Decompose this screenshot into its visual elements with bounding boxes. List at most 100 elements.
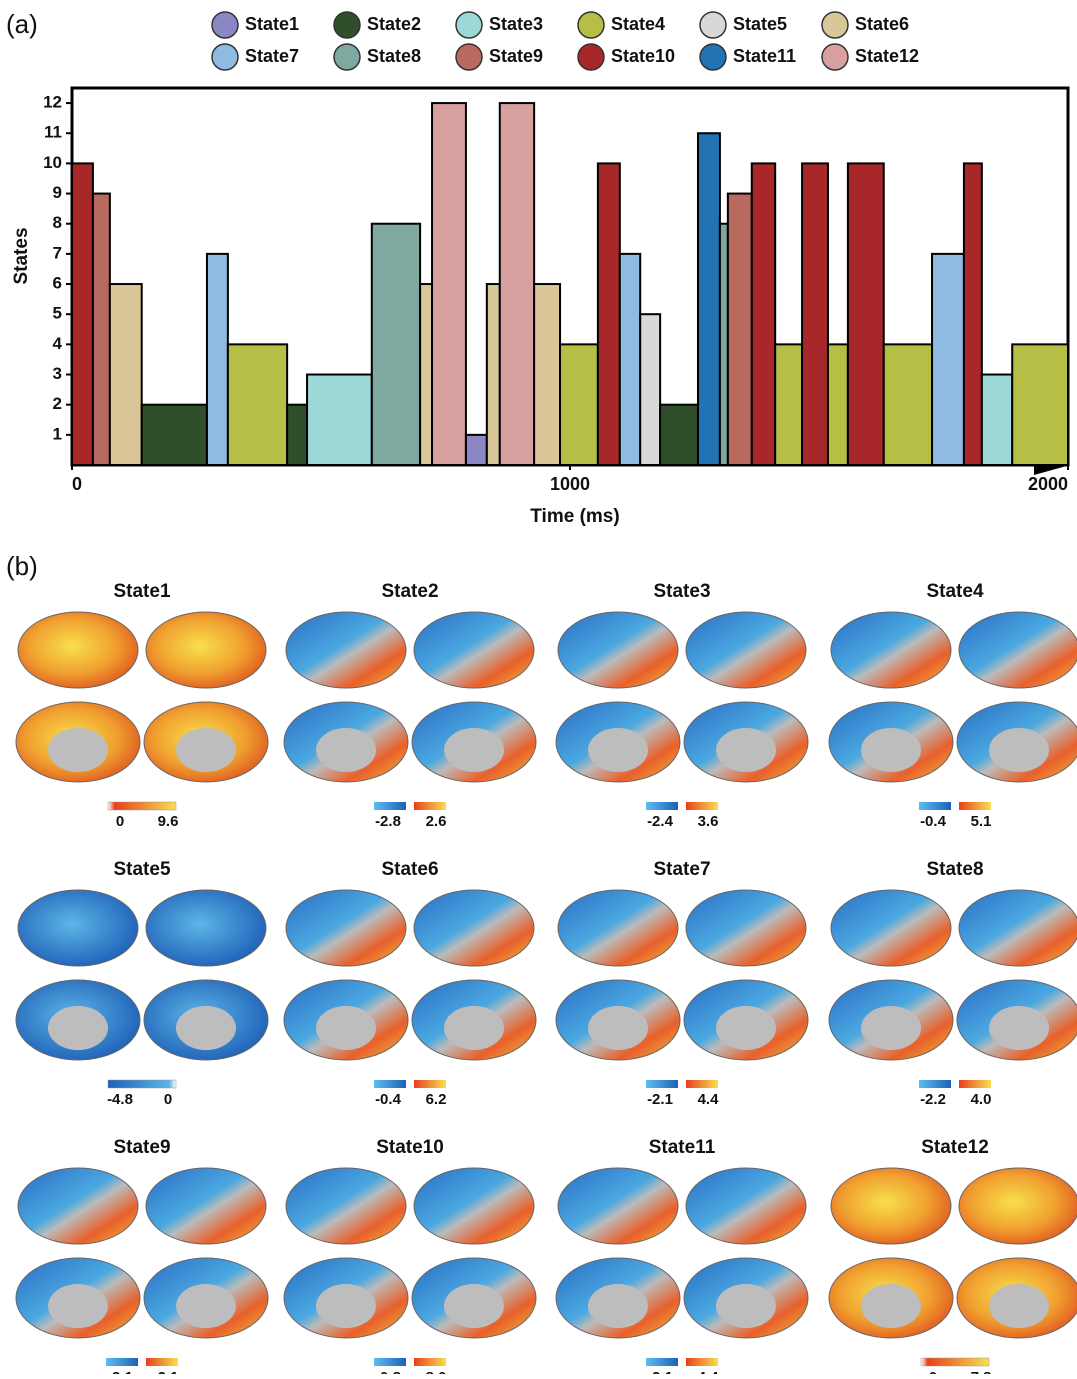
state-segment <box>287 405 307 465</box>
colorbar-label: -0.4 <box>375 1091 402 1108</box>
y-tick-label: 3 <box>53 364 62 383</box>
brain-lateral <box>414 890 534 966</box>
brain-lateral <box>286 1168 406 1244</box>
brain-lateral <box>18 612 138 688</box>
legend-swatch <box>212 12 238 38</box>
legend-label: State1 <box>245 14 299 34</box>
colorbar-label: 5.1 <box>971 813 992 830</box>
brain-medial-wall <box>48 728 108 772</box>
legend-swatch <box>822 12 848 38</box>
legend-swatch <box>212 44 238 70</box>
x-tick-label: 2000 <box>1028 474 1068 494</box>
brain-lateral <box>146 1168 266 1244</box>
y-tick-label: 10 <box>43 153 62 172</box>
state-segment <box>420 284 432 465</box>
map-title: State3 <box>653 581 710 602</box>
colorbar-pos <box>686 1358 718 1366</box>
map-title: State5 <box>113 859 170 880</box>
brain-medial-wall <box>716 1284 776 1328</box>
state-segment <box>372 224 420 465</box>
y-tick-label: 12 <box>43 93 62 112</box>
legend-swatch <box>456 44 482 70</box>
brain-medial-wall <box>48 1284 108 1328</box>
state-segment <box>620 254 640 465</box>
state-segment <box>660 405 698 465</box>
brain-medial-wall <box>716 728 776 772</box>
state-segment <box>142 405 207 465</box>
legend-label: State8 <box>367 46 421 66</box>
colorbar-label: 4.4 <box>698 1091 720 1108</box>
brain-medial-wall <box>861 1284 921 1328</box>
legend-label: State3 <box>489 14 543 34</box>
colorbar-label: 0 <box>929 1369 937 1374</box>
state-segment <box>964 163 982 465</box>
brain-medial-wall <box>176 1006 236 1050</box>
legend-label: State9 <box>489 46 543 66</box>
legend-swatch <box>334 12 360 38</box>
panel-label: (a) <box>6 9 38 39</box>
brain-lateral <box>414 612 534 688</box>
y-tick-label: 1 <box>53 424 62 443</box>
legend-swatch <box>578 12 604 38</box>
legend-swatch <box>334 44 360 70</box>
brain-medial-wall <box>588 1284 648 1328</box>
map-title: State6 <box>381 859 438 880</box>
colorbar <box>108 802 176 810</box>
colorbar-label: -2.1 <box>647 1091 673 1108</box>
brain-lateral <box>831 890 951 966</box>
legend-label: State5 <box>733 14 787 34</box>
brain-lateral <box>146 612 266 688</box>
colorbar-pos <box>686 1080 718 1088</box>
state-segment <box>534 284 560 465</box>
y-tick-label: 2 <box>53 394 62 413</box>
legend-label: State11 <box>733 46 796 66</box>
brain-lateral <box>686 890 806 966</box>
brain-lateral <box>558 890 678 966</box>
colorbar-pos <box>686 802 718 810</box>
colorbar-label: -0.4 <box>920 813 947 830</box>
state-segment <box>728 194 752 465</box>
colorbar-neg <box>374 1358 406 1366</box>
y-tick-label: 5 <box>53 304 62 323</box>
colorbar <box>108 1080 176 1088</box>
y-tick-label: 11 <box>44 123 62 142</box>
brain-lateral <box>831 1168 951 1244</box>
state-segment <box>93 194 110 465</box>
colorbar-neg <box>374 802 406 810</box>
colorbar-label: 2.6 <box>426 813 447 830</box>
colorbar-pos <box>959 1080 991 1088</box>
brain-lateral <box>831 612 951 688</box>
brain-medial-wall <box>588 1006 648 1050</box>
brain-medial-wall <box>176 728 236 772</box>
state-segment <box>500 103 534 465</box>
colorbar-neg <box>919 1080 951 1088</box>
state-segment <box>110 284 142 465</box>
panel-label: (b) <box>6 551 38 581</box>
x-axis-label: Time (ms) <box>530 506 619 527</box>
legend-swatch <box>700 12 726 38</box>
state-segment <box>752 163 775 465</box>
brain-lateral <box>286 612 406 688</box>
colorbar-neg <box>374 1080 406 1088</box>
y-axis-label: States <box>11 227 32 284</box>
brain-medial-wall <box>444 1284 504 1328</box>
legend-label: State10 <box>611 46 675 66</box>
legend-swatch <box>822 44 848 70</box>
map-title: State8 <box>926 859 983 880</box>
map-title: State10 <box>376 1137 444 1158</box>
colorbar-label: 9.6 <box>158 813 179 830</box>
colorbar-label: 4.0 <box>971 1091 992 1108</box>
colorbar-label: 6.2 <box>426 1091 447 1108</box>
brain-medial-wall <box>588 728 648 772</box>
brain-medial-wall <box>444 1006 504 1050</box>
brain-medial-wall <box>861 728 921 772</box>
colorbar-pos <box>414 1358 446 1366</box>
brain-lateral <box>959 890 1077 966</box>
y-tick-label: 8 <box>53 213 62 232</box>
state-segment <box>466 435 487 465</box>
colorbar-label: -2.8 <box>375 813 401 830</box>
colorbar-pos <box>959 802 991 810</box>
brain-medial-wall <box>989 1284 1049 1328</box>
colorbar-pos <box>146 1358 178 1366</box>
colorbar-label: 3.6 <box>698 813 719 830</box>
